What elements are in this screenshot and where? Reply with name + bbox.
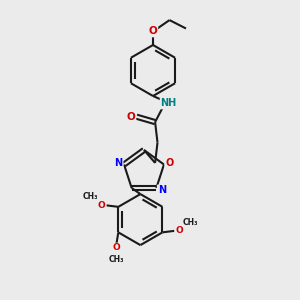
Text: O: O xyxy=(112,244,120,253)
Text: CH₃: CH₃ xyxy=(108,255,124,264)
Text: N: N xyxy=(158,185,166,195)
Text: O: O xyxy=(98,201,106,210)
Text: O: O xyxy=(165,158,173,168)
Text: O: O xyxy=(148,26,158,37)
Text: O: O xyxy=(175,226,183,235)
Text: CH₃: CH₃ xyxy=(183,218,198,227)
Text: O: O xyxy=(127,112,136,122)
Text: NH: NH xyxy=(160,98,177,109)
Text: CH₃: CH₃ xyxy=(83,193,98,202)
Text: N: N xyxy=(115,158,123,168)
